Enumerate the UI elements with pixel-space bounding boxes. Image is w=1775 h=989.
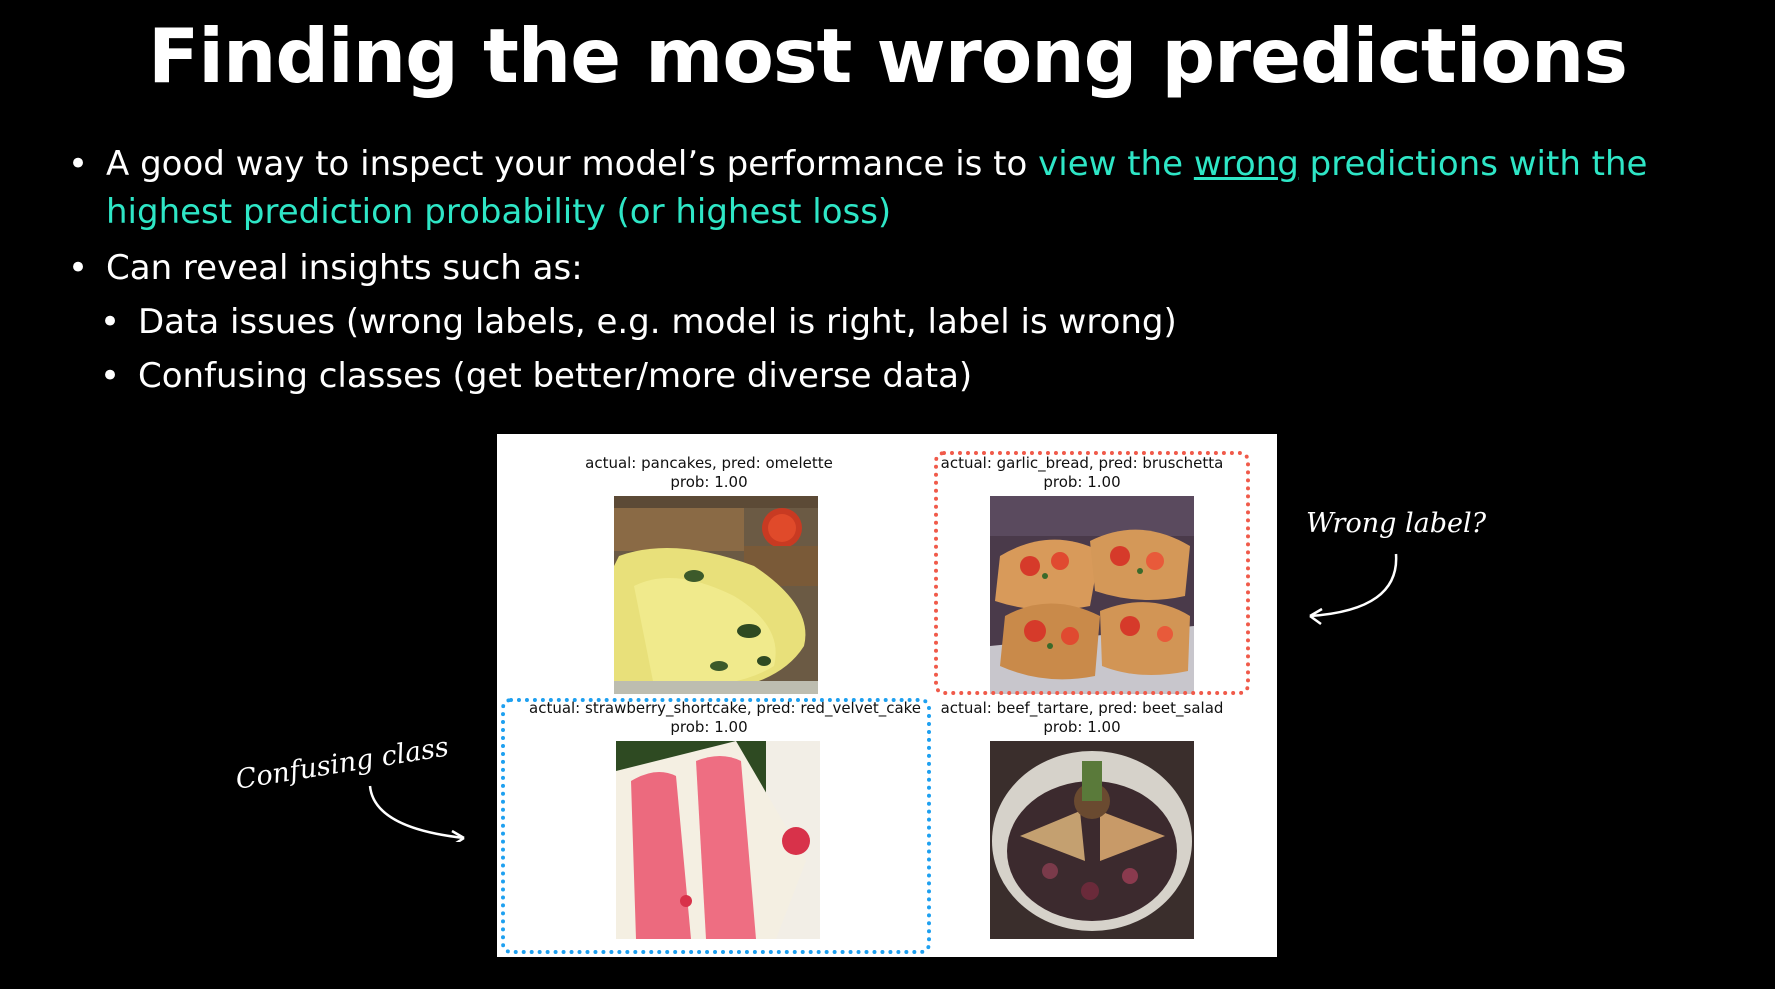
bullet-text: Can reveal insights such as: xyxy=(106,248,583,288)
confusing-class-highlight xyxy=(501,698,931,954)
prediction-caption: actual: pancakes, pred: omelette xyxy=(585,454,833,472)
bullet-dot: • xyxy=(100,356,121,396)
bullet-text: Data issues (wrong labels, e.g. model is… xyxy=(138,302,1177,342)
omelette-photo xyxy=(614,496,818,694)
sub-bullet-data-issues: • Data issues (wrong labels, e.g. model … xyxy=(60,298,1740,346)
prediction-caption: actual: beef_tartare, pred: beet_salad xyxy=(940,699,1224,717)
highlight-text: view the xyxy=(1038,144,1194,184)
prediction-cell: actual: garlic_bread, pred: bruschetta p… xyxy=(902,454,1262,492)
prediction-caption: actual: strawberry_shortcake, pred: red_… xyxy=(529,699,922,717)
highlight-underlined-text: wrong xyxy=(1193,144,1299,184)
bruschetta-photo xyxy=(990,496,1194,694)
wrong-label-note: Wrong label? xyxy=(1306,508,1487,539)
prediction-probability: prob: 1.00 xyxy=(1043,473,1121,491)
prediction-caption: actual: garlic_bread, pred: bruschetta xyxy=(940,454,1224,472)
wrong-label-highlight xyxy=(934,451,1250,695)
confusing-class-arrow-icon xyxy=(368,785,465,842)
slide-title: Finding the most wrong predictions xyxy=(148,12,1628,100)
prediction-probability: prob: 1.00 xyxy=(670,718,748,736)
tartare-photo xyxy=(990,741,1194,939)
cake-photo xyxy=(616,741,820,939)
bullet-text: A good way to inspect your model’s perfo… xyxy=(106,144,1039,184)
bullet-text: Confusing classes (get better/more diver… xyxy=(138,356,973,396)
prediction-probability: prob: 1.00 xyxy=(670,473,748,491)
bullet-reveal-insights: • Can reveal insights such as: xyxy=(60,244,1740,292)
highlight-text-tail: predictions with the highest prediction … xyxy=(106,144,1648,232)
bullet-inspect-performance: • A good way to inspect your model’s per… xyxy=(60,140,1740,236)
predictions-figure: actual: pancakes, pred: omelette prob: 1… xyxy=(497,434,1277,957)
prediction-cell: actual: beef_tartare, pred: beet_salad p… xyxy=(902,699,1262,737)
bullet-dot: • xyxy=(68,144,89,184)
bullet-dot: • xyxy=(100,302,121,342)
wrong-label-arrow-icon xyxy=(1309,553,1398,626)
bullet-list: • A good way to inspect your model’s per… xyxy=(60,140,1740,400)
sub-bullet-confusing-classes: • Confusing classes (get better/more div… xyxy=(60,352,1740,400)
prediction-cell: actual: pancakes, pred: omelette prob: 1… xyxy=(529,454,889,492)
bullet-dot: • xyxy=(68,248,89,288)
prediction-probability: prob: 1.00 xyxy=(1043,718,1121,736)
prediction-cell: actual: strawberry_shortcake, pred: red_… xyxy=(529,699,922,737)
